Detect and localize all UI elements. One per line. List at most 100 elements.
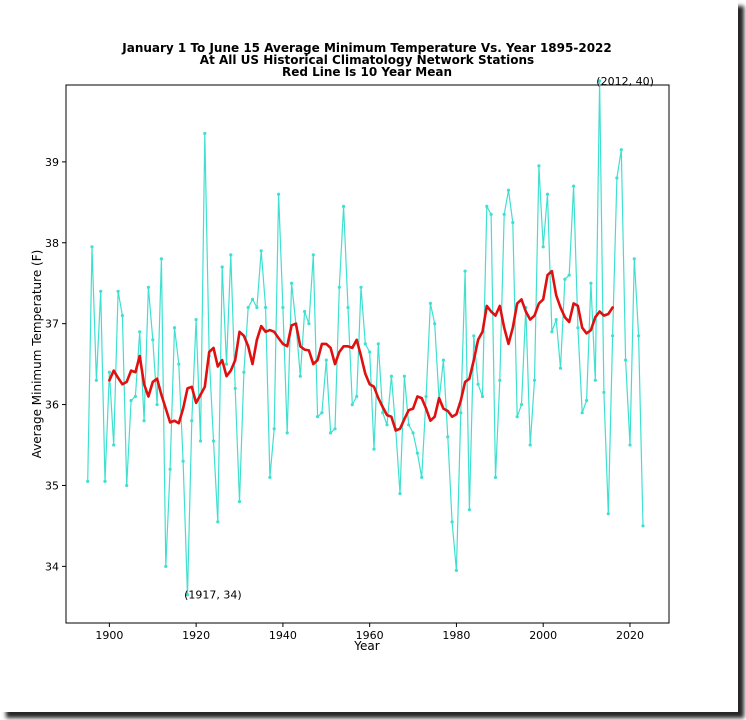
- annual-point: [433, 322, 437, 326]
- annual-point: [537, 164, 541, 168]
- annual-point: [467, 508, 471, 512]
- annual-point: [107, 370, 111, 374]
- y-axis: 34 35 36 37 38 39: [45, 156, 66, 573]
- annual-point: [407, 423, 411, 427]
- x-tick-label: 1920: [182, 629, 210, 642]
- annual-point: [103, 479, 107, 483]
- annual-point: [159, 257, 163, 261]
- annual-point: [420, 475, 424, 479]
- annual-point: [472, 334, 476, 338]
- annual-point: [502, 212, 506, 216]
- mean-line: [108, 269, 614, 432]
- annual-point: [181, 459, 185, 463]
- annual-point: [628, 443, 632, 447]
- y-tick-label: 35: [45, 479, 59, 492]
- x-axis-label: Year: [353, 639, 379, 653]
- annual-point: [342, 204, 346, 208]
- annual-point: [164, 564, 168, 569]
- y-tick-label: 39: [45, 156, 59, 169]
- annual-point: [619, 148, 623, 152]
- y-tick-label: 34: [45, 560, 59, 573]
- annual-point: [94, 378, 98, 382]
- annual-point: [428, 301, 432, 305]
- annual-point: [528, 443, 532, 447]
- chart-title: January 1 To June 15 Average Minimum Tem…: [121, 41, 612, 79]
- annual-point: [459, 411, 463, 415]
- x-tick-label: 1980: [442, 629, 470, 642]
- annual-point: [320, 411, 324, 415]
- annual-point: [598, 79, 602, 83]
- annual-point: [385, 423, 389, 427]
- y-tick-label: 38: [45, 237, 59, 250]
- annual-point: [203, 131, 207, 136]
- annual-point: [558, 366, 563, 370]
- annual-point: [511, 220, 515, 225]
- annual-point: [298, 374, 302, 378]
- annual-point: [277, 192, 281, 196]
- annual-point: [450, 520, 454, 524]
- annual-point: [532, 378, 537, 382]
- annual-point: [376, 342, 380, 346]
- y-axis-label: Average Minimum Temperature (F): [30, 250, 44, 459]
- annual-point: [463, 269, 467, 273]
- annual-line: [87, 80, 644, 595]
- annual-point: [172, 326, 177, 330]
- annotation-min: (1917, 34): [184, 589, 242, 602]
- annual-point: [541, 245, 545, 249]
- annual-point: [324, 358, 328, 362]
- annual-point: [337, 285, 341, 289]
- annual-point: [606, 512, 610, 516]
- annual-point: [632, 257, 636, 261]
- annual-point: [363, 342, 367, 346]
- annual-point: [411, 431, 415, 435]
- figure-frame: January 1 To June 15 Average Minimum Tem…: [30, 41, 670, 653]
- annual-point: [498, 378, 502, 382]
- annual-point: [242, 370, 246, 374]
- annual-point: [246, 305, 250, 310]
- chart: January 1 To June 15 Average Minimum Tem…: [30, 41, 670, 653]
- annual-point: [86, 479, 90, 483]
- annual-point: [116, 289, 120, 293]
- annual-point: [476, 382, 480, 386]
- annual-point: [112, 443, 116, 447]
- annual-point: [572, 184, 576, 188]
- annual-point: [264, 305, 268, 310]
- x-tick-label: 1900: [95, 629, 123, 642]
- annual-point: [185, 593, 190, 597]
- annual-point: [99, 289, 103, 293]
- x-tick-label: 1960: [356, 629, 384, 642]
- annual-point: [233, 386, 237, 390]
- annual-point: [641, 524, 645, 528]
- annual-point: [446, 435, 450, 439]
- annual-point: [224, 362, 229, 366]
- y-tick-label: 37: [45, 318, 59, 331]
- annual-point: [146, 285, 150, 289]
- annotation-max: (2012, 40): [596, 75, 654, 88]
- annual-point: [250, 297, 255, 301]
- y-tick-label: 36: [45, 399, 59, 412]
- annual-point: [485, 204, 489, 208]
- annual-point: [506, 188, 511, 192]
- annual-point: [493, 475, 498, 479]
- annual-point: [398, 492, 402, 496]
- title-line-3: Red Line Is 10 Year Mean: [282, 65, 452, 79]
- x-tick-label: 2020: [616, 629, 644, 642]
- annual-point: [303, 309, 307, 314]
- annual-point: [602, 390, 606, 394]
- annual-point: [355, 394, 359, 399]
- annual-point: [216, 520, 220, 524]
- annual-point: [259, 249, 263, 253]
- annual-point: [285, 431, 289, 435]
- x-tick-label: 1940: [269, 629, 297, 642]
- annual-point: [554, 318, 558, 322]
- annual-point: [220, 265, 224, 269]
- title-line-2: At All US Historical Climatology Network…: [200, 53, 534, 67]
- annual-point: [515, 415, 519, 419]
- annual-point: [402, 374, 406, 378]
- annual-point: [272, 427, 276, 431]
- annual-point: [190, 419, 194, 423]
- annual-point: [329, 431, 333, 435]
- annual-point: [333, 427, 337, 431]
- annual-point: [90, 245, 94, 249]
- annual-point: [415, 451, 419, 455]
